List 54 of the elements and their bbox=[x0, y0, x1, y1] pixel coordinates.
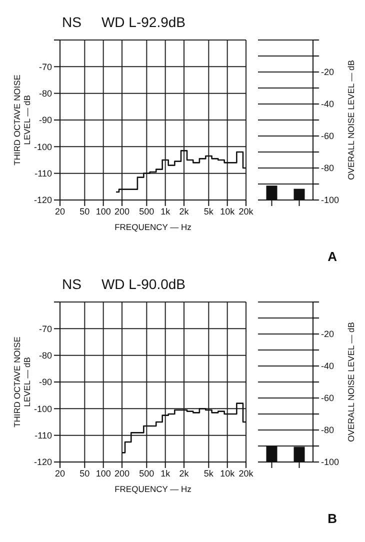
x-tick-label: 500 bbox=[139, 206, 154, 216]
x-tick-label: 1k bbox=[160, 206, 171, 216]
x-tick-label: 200 bbox=[114, 206, 130, 216]
y-tick-label: -20 bbox=[321, 67, 334, 78]
x-tick-label: 2k bbox=[179, 206, 190, 216]
x-tick-label: 500 bbox=[139, 468, 154, 478]
x-tick-label: 50 bbox=[80, 468, 90, 478]
chart-subtitle: WD L-90.0dB bbox=[101, 276, 186, 294]
y-tick-label: -80 bbox=[38, 350, 52, 361]
y-axis-title: THIRD OCTAVE NOISE LEVEL — dB bbox=[12, 74, 32, 166]
x-tick-label: 100 bbox=[96, 206, 111, 216]
y-tick-label: -90 bbox=[38, 377, 52, 388]
x-tick-label: 200 bbox=[114, 468, 130, 478]
y-tick-label: -80 bbox=[321, 163, 334, 174]
y-tick-label: -110 bbox=[34, 168, 52, 179]
y-tick-label: -90 bbox=[38, 115, 52, 126]
x-tick-label: 5k bbox=[204, 206, 214, 216]
y-tick-label: -60 bbox=[321, 131, 334, 142]
x-tick-label: 20k bbox=[238, 206, 254, 216]
x-tick-label: 10k bbox=[220, 206, 236, 216]
y-tick-label: -40 bbox=[321, 99, 334, 110]
y-axis-title: THIRD OCTAVE NOISE LEVEL — dB bbox=[12, 336, 32, 428]
y-axis-title: OVERALL NOISE LEVEL — dB bbox=[346, 322, 356, 442]
y-tick-label: -100 bbox=[321, 195, 340, 206]
y-tick-label: -60 bbox=[321, 393, 334, 404]
chart-title: NS bbox=[62, 276, 82, 294]
y-tick-label: -80 bbox=[321, 425, 334, 436]
x-axis-title: FREQUENCY — Hz bbox=[114, 222, 192, 232]
x-tick-label: 20k bbox=[238, 468, 254, 478]
x-tick-label: 100 bbox=[96, 468, 111, 478]
x-axis-title: FREQUENCY — Hz bbox=[114, 484, 192, 494]
chart-subtitle: WD L-92.9dB bbox=[101, 14, 186, 32]
x-tick-label: 20 bbox=[54, 468, 66, 478]
y-axis-title: OVERALL NOISE LEVEL — dB bbox=[346, 60, 356, 180]
y-tick-label: -100 bbox=[34, 142, 52, 152]
y-tick-label: -120 bbox=[34, 457, 52, 468]
y-tick-label: -110 bbox=[34, 430, 52, 441]
x-tick-label: 5k bbox=[204, 468, 214, 478]
text: A bbox=[328, 249, 337, 264]
y-tick-label: -80 bbox=[38, 88, 52, 99]
x-tick-label: 1k bbox=[160, 468, 171, 478]
y-tick-label: -70 bbox=[38, 324, 52, 334]
y-tick-label: -70 bbox=[38, 62, 52, 72]
chart-title: NS bbox=[62, 14, 82, 32]
y-tick-label: -40 bbox=[321, 361, 334, 372]
y-tick-label: -20 bbox=[321, 329, 334, 340]
x-tick-label: 20 bbox=[54, 206, 66, 216]
x-tick-label: 2k bbox=[179, 468, 190, 478]
x-tick-label: 50 bbox=[80, 206, 90, 216]
x-tick-label: 10k bbox=[220, 468, 236, 478]
text: B bbox=[328, 511, 337, 526]
y-tick-label: -100 bbox=[34, 404, 52, 414]
y-tick-label: -120 bbox=[34, 195, 52, 206]
y-tick-label: -100 bbox=[321, 457, 340, 468]
